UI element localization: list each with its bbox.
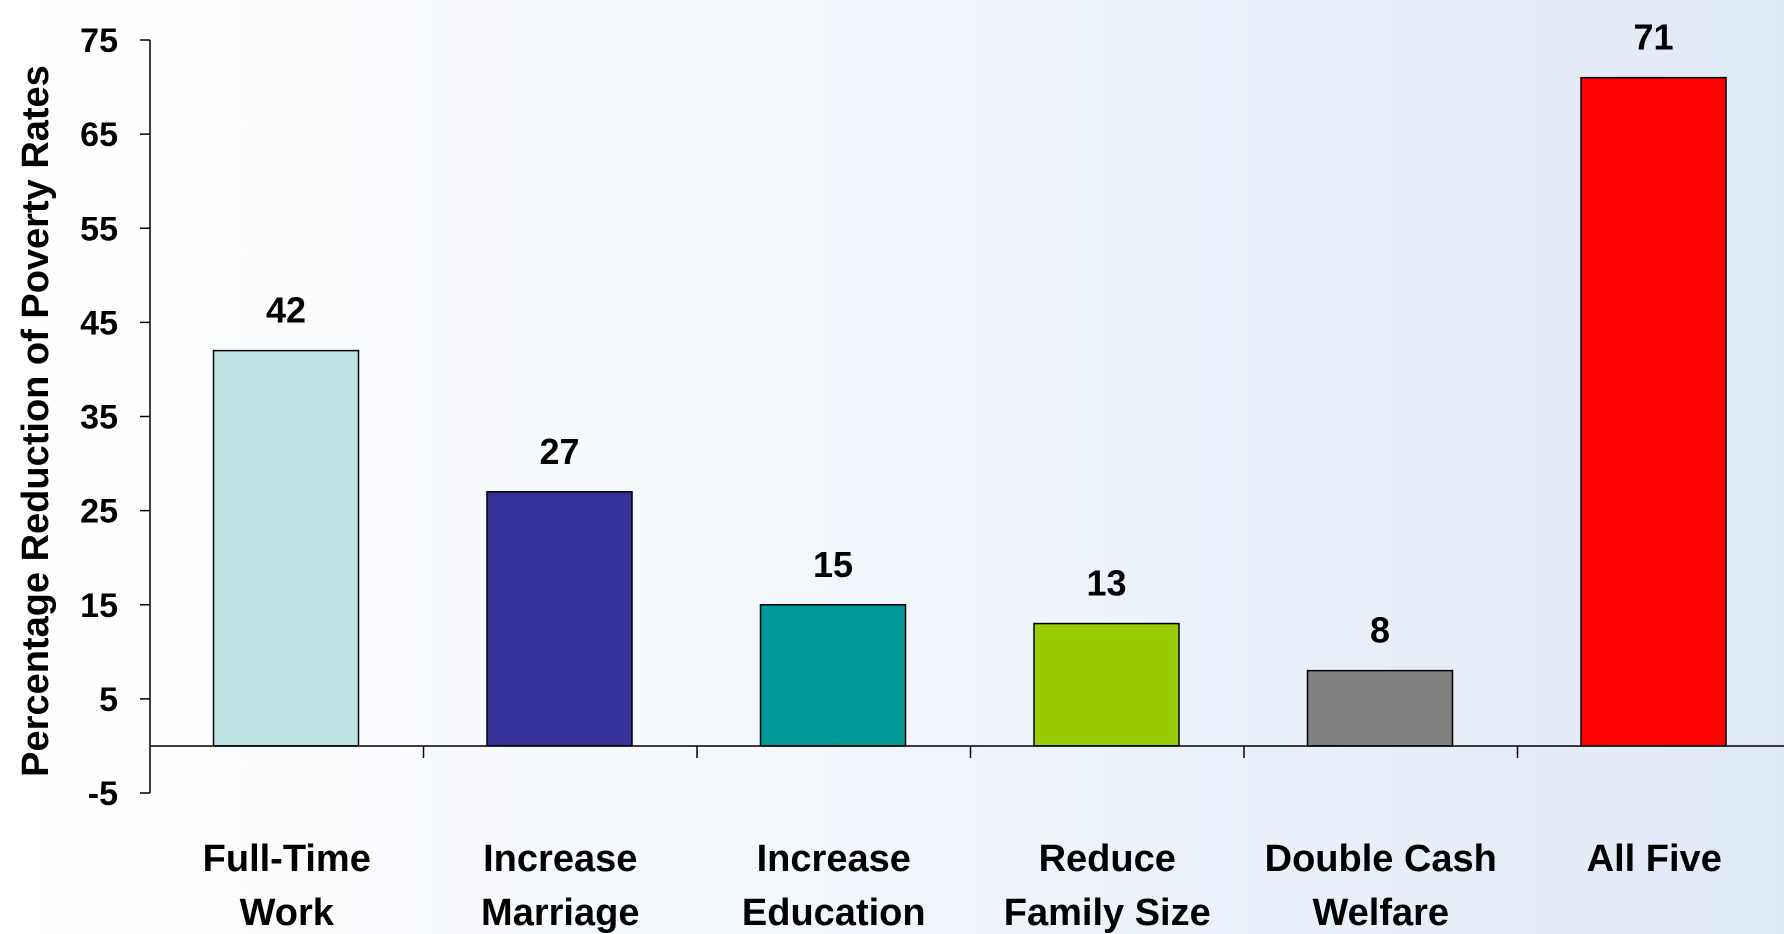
bar — [1033, 622, 1180, 747]
bar-value-label: 8 — [1370, 610, 1390, 651]
y-axis-ticks: 75 65 55 45 35 25 15 5 -5 — [80, 22, 1519, 813]
y-tick-label: 35 — [80, 399, 118, 437]
category-label: All Five — [1587, 838, 1722, 880]
category-label: Welfare — [1312, 892, 1449, 934]
category-label: Marriage — [481, 892, 639, 934]
bar — [759, 604, 907, 747]
bar — [486, 491, 633, 747]
category-label: Increase — [483, 838, 637, 880]
category-label: Double Cash — [1265, 838, 1497, 880]
bar — [1580, 76, 1727, 747]
bar-value-label: 42 — [266, 290, 306, 331]
bar-value-label: 15 — [813, 544, 853, 585]
category-label: Family Size — [1004, 892, 1211, 934]
y-tick-label: 55 — [80, 210, 118, 248]
y-tick-label: 65 — [80, 116, 118, 154]
category-labels: Full-Time Work Increase Marriage Increase Edu… — [203, 838, 1722, 934]
bar-value-label: 27 — [539, 431, 579, 472]
category-label: Education — [742, 892, 926, 934]
y-tick-label: 45 — [80, 304, 118, 342]
y-tick-label: 75 — [80, 22, 118, 60]
bar — [1306, 669, 1454, 747]
bars — [212, 76, 1727, 747]
category-label: Work — [240, 892, 335, 934]
bar-value-label: 71 — [1633, 17, 1673, 58]
y-axis-title: Percentage Reduction of Poverty Rates — [15, 65, 57, 777]
bar — [212, 349, 360, 747]
category-label: Increase — [757, 838, 911, 880]
y-tick-label: -5 — [88, 775, 118, 813]
y-tick-label: 5 — [99, 681, 118, 719]
y-tick-label: 15 — [80, 587, 118, 625]
category-label: Reduce — [1039, 838, 1176, 880]
bar-value-label: 13 — [1086, 563, 1126, 604]
y-tick-label: 25 — [80, 493, 118, 531]
data-labels: 42 27 15 13 8 71 — [266, 17, 1674, 651]
category-label: Full-Time — [203, 838, 371, 880]
